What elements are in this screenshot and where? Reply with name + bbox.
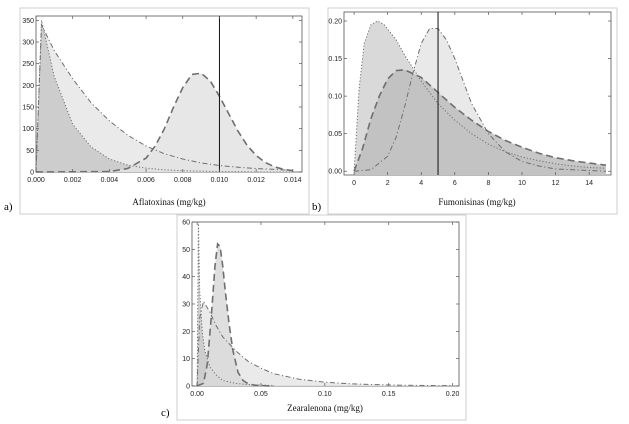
- x-tick-label-b: 8: [486, 180, 490, 187]
- x-tick-label-b: 6: [453, 180, 457, 187]
- x-axis-label-b: Fumonisinas (mg/kg): [438, 197, 515, 207]
- x-tick-label-b: 14: [585, 180, 593, 187]
- x-tick-label-a: 0.000: [27, 177, 45, 184]
- y-tick-label-b: 0.05: [328, 131, 342, 138]
- series-group-b: [353, 12, 607, 175]
- ticks-group-c: 0.00 0.05 0.10 0.15 0.20 0 10 20 30 40 50 60: [182, 220, 459, 399]
- x-axis-label-a: Aflatoxinas (mg/kg): [132, 197, 205, 207]
- ticks-group-a: 0.000 0.002 0.004 0.006 0.008 0.010 0.012 0.014…: [22, 16, 302, 184]
- series-area-a-2: [36, 20, 293, 172]
- series-line-b-2: [354, 28, 607, 172]
- series-line-c-2: [196, 221, 274, 387]
- panel-c-border: [176, 214, 467, 421]
- x-tick-label-a: 0.006: [137, 177, 155, 184]
- y-tick-label-b: 0.20: [328, 19, 342, 26]
- ticks-group-b: 0 2 4 6 8 10 12 14 0.00 0.05 0.10 0.15 0.20: [328, 12, 611, 187]
- series-area-c-3: [197, 243, 274, 386]
- y-tick-label-a: 50: [26, 148, 34, 155]
- x-tick-label-a: 0.008: [174, 177, 192, 184]
- y-tick-label-c: 20: [182, 329, 190, 336]
- y-tick-label-a: 200: [22, 83, 34, 90]
- series-line-b-1: [353, 20, 607, 172]
- y-tick-label-a: 300: [22, 40, 34, 47]
- x-tick-label-c: 0.15: [382, 391, 396, 398]
- panel-label-b: b): [312, 201, 322, 213]
- panel-a-border: [19, 7, 310, 215]
- panel-b-border: [327, 7, 618, 215]
- y-tick-label-c: 0: [186, 384, 190, 391]
- x-tick-label-a: 0.012: [247, 177, 265, 184]
- series-line-c-1: [196, 299, 453, 387]
- x-tick-label-b: 12: [552, 180, 560, 187]
- y-tick-label-c: 40: [182, 274, 190, 281]
- series-group-c: [196, 221, 453, 387]
- series-line-a-3: [35, 72, 293, 173]
- y-tick-label-c: 10: [182, 356, 190, 363]
- y-tick-label-a: 0: [30, 170, 34, 177]
- panel-a: 0.000 0.002 0.004 0.006 0.008 0.010 0.012 0.014…: [4, 7, 310, 215]
- x-tick-label-b: 2: [386, 180, 390, 187]
- panel-label-c: c): [161, 407, 170, 419]
- series-line-b-3: [353, 68, 607, 172]
- series-area-c-2: [197, 222, 274, 386]
- y-tick-label-a: 150: [22, 105, 34, 112]
- series-area-a-1: [36, 24, 293, 173]
- panel-c: 0.00 0.05 0.10 0.15 0.20 0 10 20 30 40 50 60 Zearal…: [161, 214, 467, 421]
- x-axis-label-c: Zearalenona (mg/kg): [287, 403, 363, 413]
- y-tick-label-c: 50: [182, 247, 190, 254]
- series-group-a: [35, 16, 293, 173]
- y-tick-label-b: 0.10: [328, 94, 342, 101]
- series-area-a-3: [36, 73, 293, 172]
- x-tick-label-c: 0.00: [190, 391, 204, 398]
- x-tick-label-b: 4: [419, 180, 423, 187]
- x-tick-label-a: 0.014: [284, 177, 302, 184]
- x-tick-label-c: 0.05: [254, 391, 268, 398]
- x-tick-label-b: 0: [352, 180, 356, 187]
- series-line-a-1: [35, 24, 293, 173]
- series-line-a-2: [35, 20, 293, 173]
- y-tick-label-c: 30: [182, 302, 190, 309]
- y-tick-label-a: 350: [22, 18, 34, 25]
- x-tick-label-a: 0.010: [211, 177, 229, 184]
- x-tick-label-c: 0.20: [446, 391, 460, 398]
- panel-label-a: a): [4, 201, 13, 213]
- y-tick-label-b: 0.15: [328, 56, 342, 63]
- panel-b: 0 2 4 6 8 10 12 14 0.00 0.05 0.10 0.15 0.20 Fumonisi…: [312, 7, 618, 215]
- x-tick-label-a: 0.002: [64, 177, 82, 184]
- x-tick-label-c: 0.10: [318, 391, 332, 398]
- y-tick-label-a: 100: [22, 126, 34, 133]
- y-tick-label-b: 0.00: [328, 169, 342, 176]
- y-tick-label-c: 60: [182, 220, 190, 227]
- series-area-b-3: [354, 69, 606, 175]
- series-line-c-3: [196, 242, 274, 387]
- y-tick-label-a: 250: [22, 61, 34, 68]
- x-tick-label-a: 0.004: [101, 177, 119, 184]
- x-tick-label-b: 10: [518, 180, 526, 187]
